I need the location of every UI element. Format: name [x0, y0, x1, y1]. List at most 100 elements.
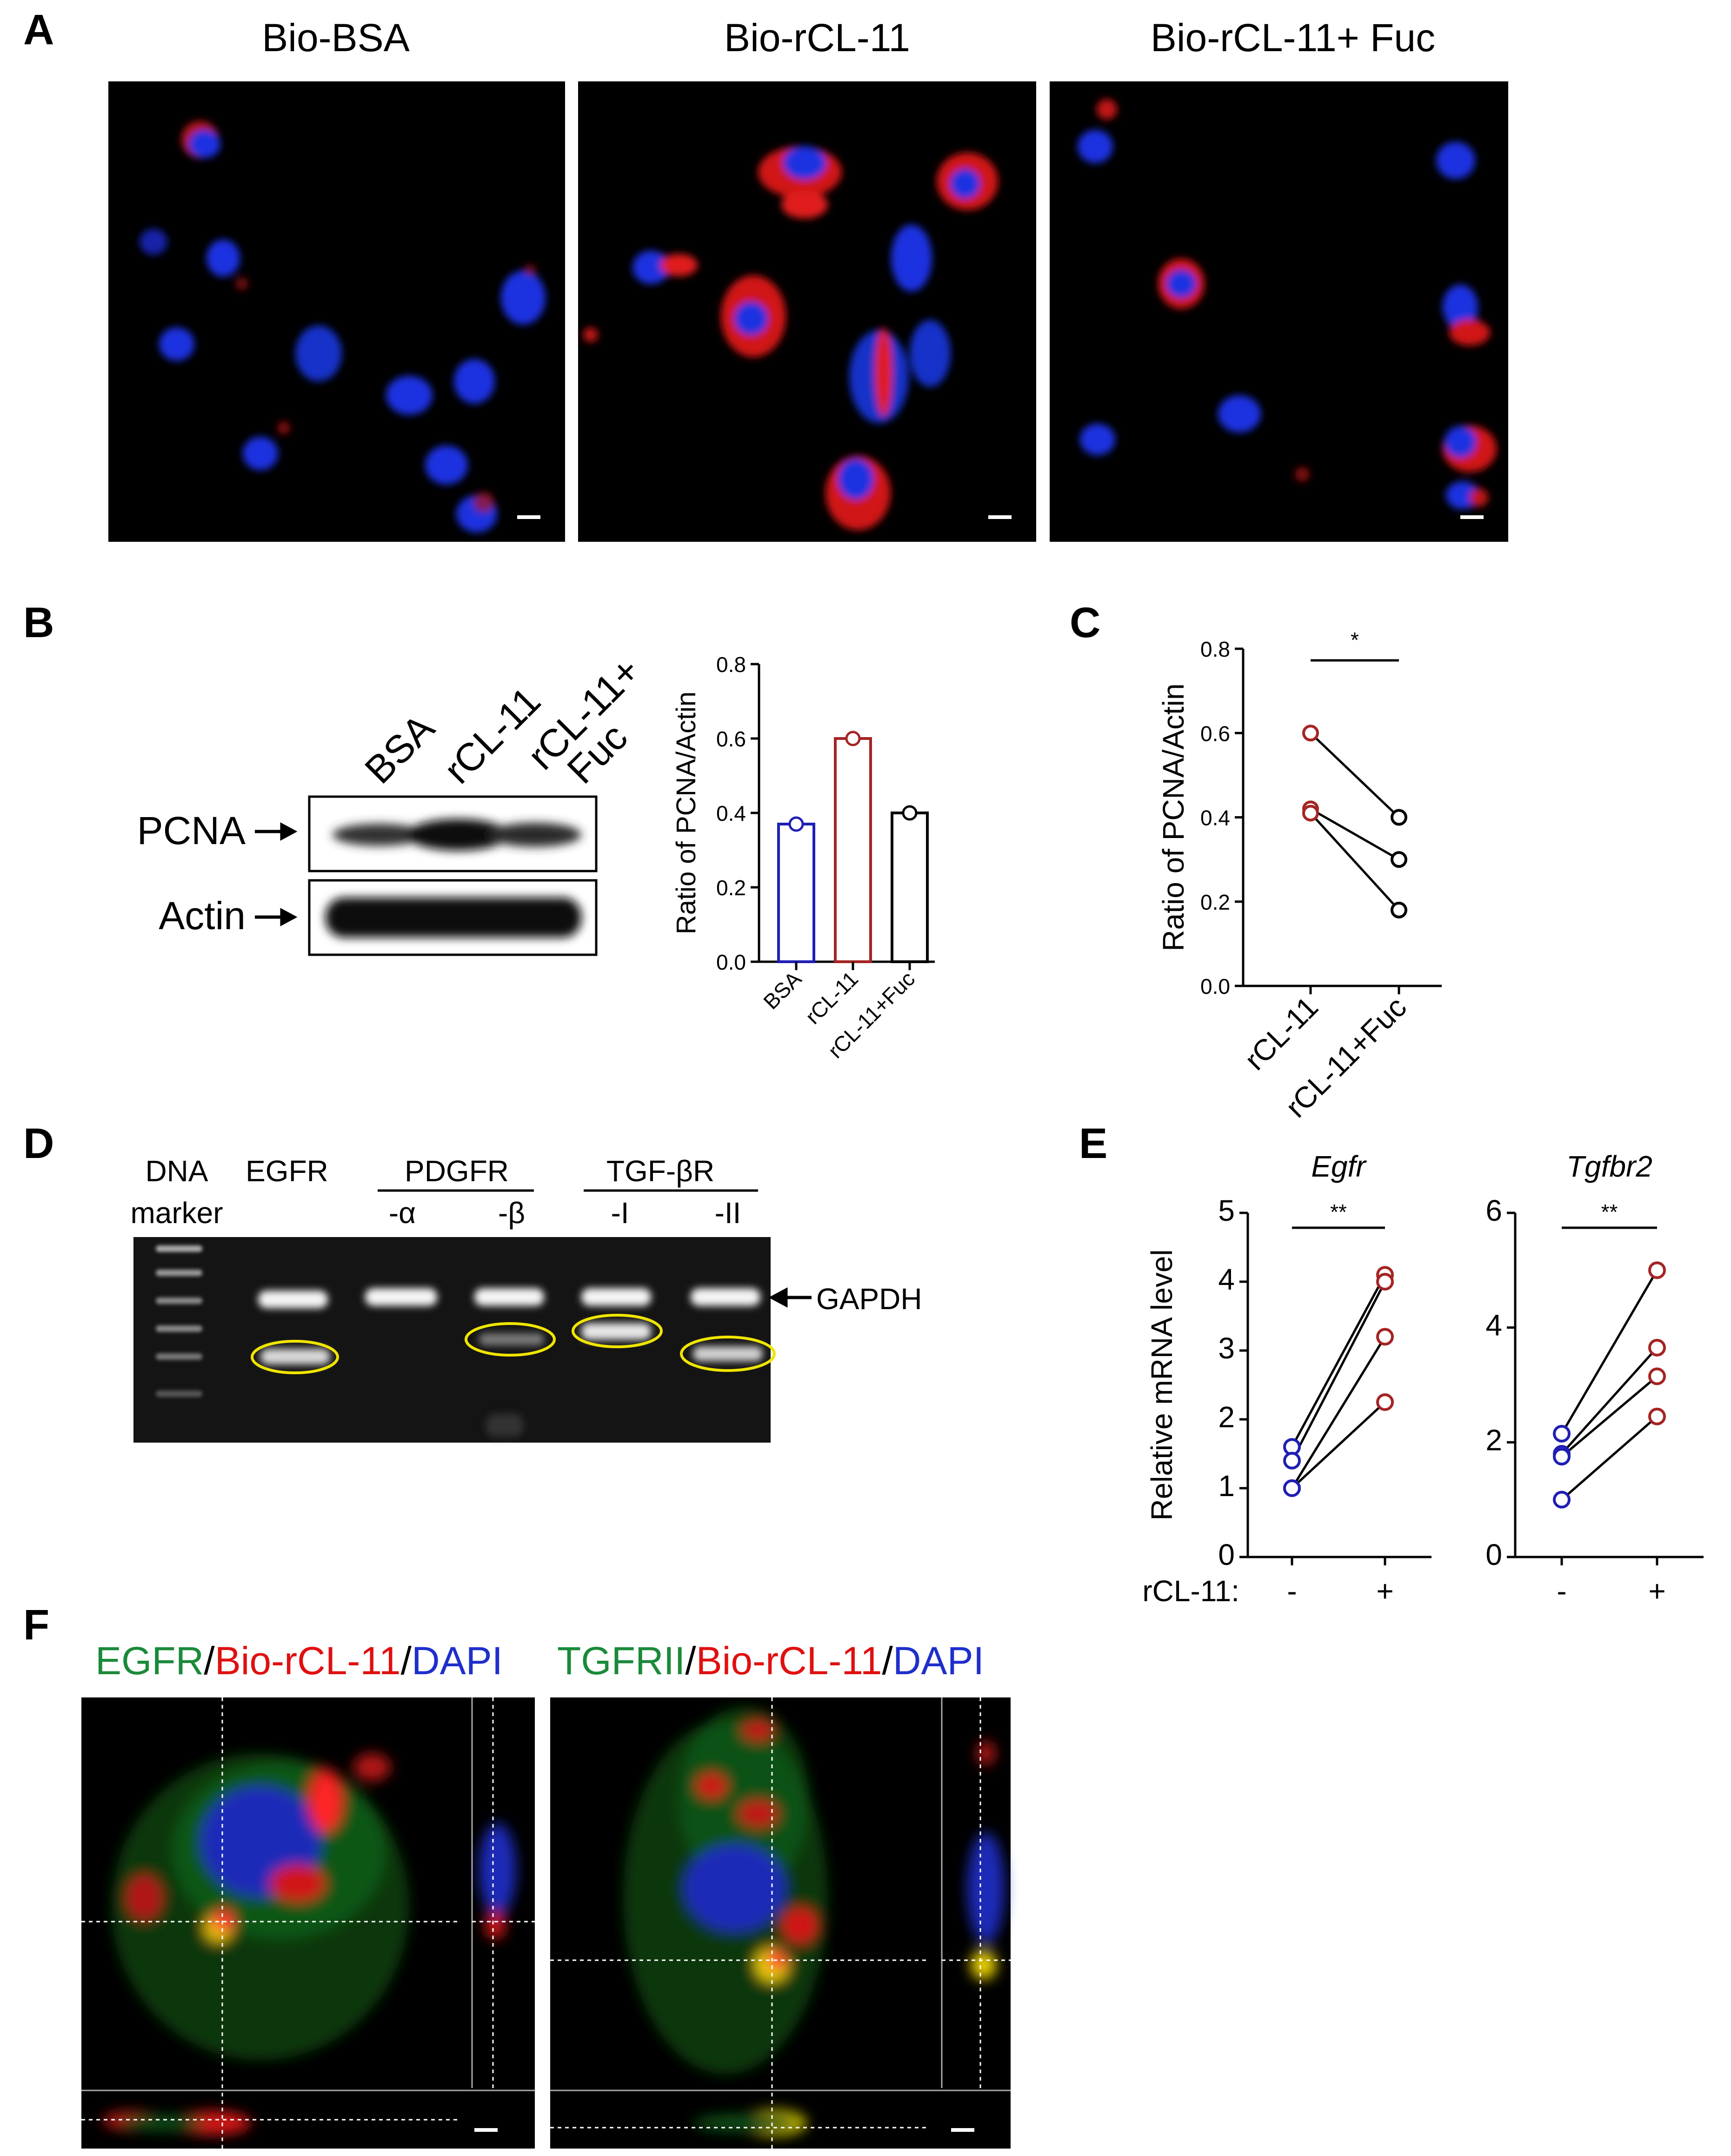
chart-e-1-sig-label: **	[1330, 1200, 1347, 1224]
agarose-gel	[133, 1237, 776, 1443]
chart-c-pair-line	[1310, 732, 1400, 818]
f-left-dapi: DAPI	[412, 1639, 503, 1683]
chart-e-2-y-tick-label: 0	[1485, 1538, 1502, 1571]
chart-e-1-title: Egfr	[1311, 1150, 1367, 1183]
chart-e-1-pair-line	[1291, 1336, 1386, 1489]
chart-c-sig-label: *	[1351, 628, 1359, 652]
actin-arrow	[255, 908, 298, 926]
f-left-sep1: /	[204, 1639, 215, 1683]
panel-f-left-title: EGFR/Bio-rCL-11/DAPI	[95, 1639, 503, 1683]
chart-e-2-point-minus	[1553, 1491, 1571, 1509]
chart-e-2-point-plus	[1648, 1261, 1666, 1279]
chart-e-1-point-plus	[1376, 1273, 1394, 1291]
chart-b-point	[902, 805, 918, 821]
chart-e-2-point-minus	[1553, 1424, 1571, 1443]
chart-e-2-pair-line	[1560, 1270, 1658, 1435]
chart-e-2-pair-line	[1561, 1347, 1658, 1455]
chart-e-1-y-tick-label: 3	[1218, 1331, 1235, 1365]
chart-e-2-pair-line	[1561, 1375, 1658, 1458]
chart-c-y-tick-label: 0.2	[1200, 890, 1230, 914]
row-label-pcna: PCNA	[137, 809, 246, 852]
chart-e-1-point-minus	[1283, 1479, 1301, 1497]
chart-e-2-x-tick-label-plus: +	[1648, 1574, 1665, 1608]
chart-b-point	[845, 731, 861, 746]
f-left-biorcl11: Bio-rCL-11	[215, 1639, 401, 1683]
chart-c-y-tick-label: 0.0	[1200, 974, 1230, 998]
micrograph-bio-bsa	[108, 81, 565, 542]
chart-e-1-x-tick-label-minus: -	[1287, 1574, 1297, 1608]
f-right-sep2: /	[882, 1639, 893, 1683]
chart-c-point-fuc	[1391, 901, 1407, 918]
chart-e-2-point-plus	[1648, 1407, 1666, 1425]
sub-label-alpha: -α	[389, 1196, 416, 1230]
f-right-dapi: DAPI	[893, 1639, 984, 1683]
sub-label-ii: -II	[715, 1196, 741, 1230]
chart-b-ylabel: Ratio of PCNA/Actin	[671, 692, 701, 934]
f-left-egfr: EGFR	[95, 1639, 204, 1683]
chart-e-2-point-minus	[1553, 1448, 1571, 1466]
chart-c-point-rcl11	[1302, 805, 1319, 822]
chart-c-y-tick-label: 0.8	[1200, 637, 1230, 661]
chart-e: 0 1 2 3 4 5 Egfr ** - +0 2 4 6 Tgfbr2 ** - + Relative mRN…	[1142, 1150, 1704, 1608]
chart-e-2-y-tick-label: 2	[1485, 1423, 1502, 1457]
panel-f-letter: F	[23, 1601, 49, 1649]
chart-c-y-tick-label: 0.6	[1200, 721, 1230, 745]
dna-marker-label-2: marker	[130, 1196, 223, 1230]
panel-a-letter: A	[23, 6, 54, 53]
chart-e-1-y-tick-label: 2	[1218, 1400, 1235, 1434]
panel-b-letter: B	[23, 599, 54, 646]
panel-a-title-2: Bio-rCL-11	[724, 16, 910, 60]
chart-b-bar	[777, 823, 815, 963]
chart-e-1-point-minus	[1283, 1451, 1301, 1470]
micrograph-bio-rcl11	[578, 81, 1036, 542]
sub-label-beta: -β	[498, 1196, 525, 1230]
lane-label-bsa: BSA	[356, 705, 442, 792]
chart-e-1-pair-line	[1291, 1274, 1386, 1448]
f-right-sep1: /	[685, 1639, 696, 1683]
western-blot	[308, 795, 598, 956]
chart-e-1-pair-line	[1291, 1281, 1386, 1461]
micrograph-bio-rcl11-fuc	[1050, 81, 1508, 542]
chart-e-2-title: Tgfbr2	[1566, 1150, 1652, 1183]
chart-c-point-fuc	[1391, 851, 1407, 868]
chart-b-y-tick-label: 0.0	[716, 950, 746, 974]
chart-e-1-pair-line	[1291, 1401, 1386, 1489]
chart-e-2-y-tick-label: 6	[1485, 1194, 1502, 1227]
gapdh-arrow	[768, 1287, 812, 1308]
panel-a-title-1: Bio-BSA	[262, 16, 409, 60]
f-right-biorcl11: Bio-rCL-11	[696, 1639, 882, 1683]
panel-c-letter: C	[1070, 599, 1100, 646]
chart-b-bar	[891, 812, 929, 963]
chart-b: 0.00.20.40.60.8BSArCL-11rCL-11+FucRatio …	[671, 652, 935, 1063]
chart-c-pair-line	[1310, 808, 1400, 861]
gapdh-label: GAPDH	[816, 1282, 922, 1316]
chart-e-2-point-plus	[1648, 1367, 1666, 1385]
chart-c-y-tick-label: 0.4	[1200, 806, 1230, 830]
chart-c-point-fuc	[1391, 809, 1407, 826]
f-right-tgfrii: TGFRII	[557, 1639, 685, 1683]
chart-b-y-tick-label: 0.8	[716, 652, 746, 677]
chart-e-1-y-tick-label: 1	[1218, 1469, 1235, 1503]
pcna-arrow	[255, 822, 298, 841]
group-label-tgfbr: TGF-βR	[606, 1154, 714, 1188]
chart-c-point-rcl11	[1302, 725, 1319, 742]
panel-f-right-title: TGFRII/Bio-rCL-11/DAPI	[557, 1639, 984, 1683]
group-label-egfr: EGFR	[246, 1154, 328, 1188]
chart-b-point	[788, 816, 804, 832]
confocal-tgfrii	[550, 1697, 1011, 2149]
chart-e-2-point-plus	[1648, 1338, 1666, 1357]
chart-c-ylabel: Ratio of PCNA/Actin	[1157, 683, 1190, 951]
chart-e-2-pair-line	[1561, 1415, 1658, 1501]
dna-marker-label-1: DNA	[145, 1154, 208, 1188]
confocal-egfr	[81, 1697, 535, 2149]
chart-e-2-y-tick-label: 4	[1485, 1309, 1502, 1342]
sub-label-i: -I	[611, 1196, 629, 1230]
chart-b-y-tick-label: 0.6	[716, 727, 746, 751]
f-left-sep2: /	[401, 1639, 412, 1683]
chart-c-x-tick-label: rCL-11	[1238, 990, 1325, 1077]
row-label-actin: Actin	[159, 894, 246, 938]
panel-a-title-3: Bio-rCL-11+ Fuc	[1151, 16, 1435, 60]
chart-e-2-x-tick-label-minus: -	[1557, 1574, 1566, 1608]
group-label-pdgfr: PDGFR	[405, 1154, 509, 1188]
